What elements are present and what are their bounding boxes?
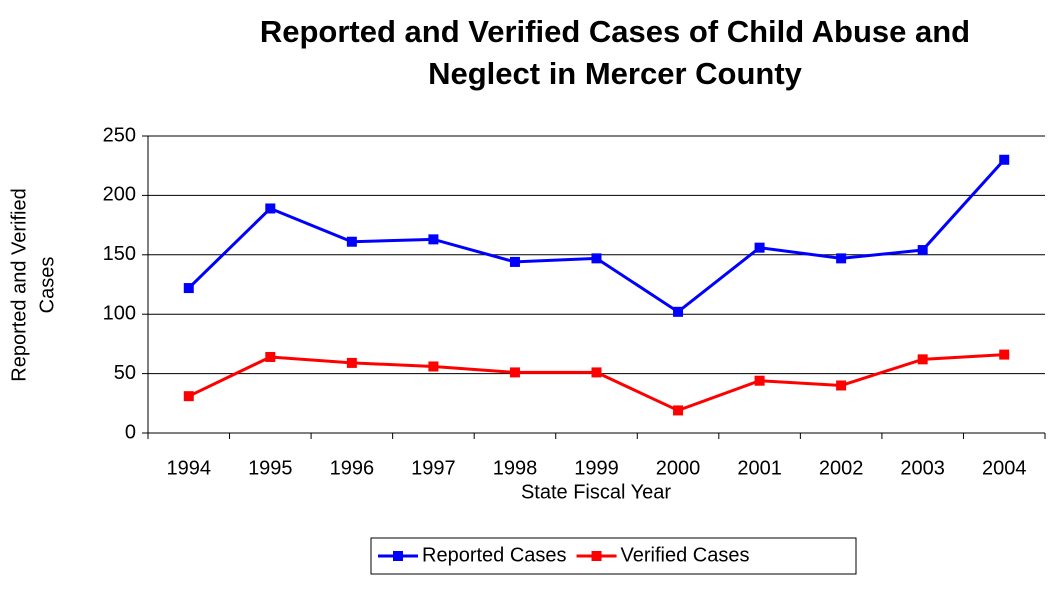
x-tick-label: 1998 bbox=[493, 457, 538, 479]
point bbox=[591, 367, 602, 378]
point bbox=[183, 391, 194, 402]
legend-label: Verified Cases bbox=[621, 544, 750, 566]
point bbox=[183, 283, 194, 294]
x-tick-label: 2000 bbox=[656, 457, 701, 479]
x-tick-label: 1995 bbox=[248, 457, 293, 479]
point bbox=[265, 203, 276, 214]
y-axis-title: Reported and Verified bbox=[8, 188, 30, 381]
chart-title: Reported and Verified Cases of Child Abu… bbox=[260, 14, 970, 49]
series-line bbox=[188, 353, 1005, 413]
y-tick-label: 50 bbox=[114, 362, 136, 384]
x-tick-label: 2003 bbox=[900, 457, 945, 479]
x-tick-label: 1994 bbox=[167, 457, 212, 479]
point bbox=[836, 380, 847, 391]
point bbox=[999, 154, 1010, 165]
point bbox=[346, 357, 357, 368]
point bbox=[673, 306, 684, 317]
point bbox=[754, 375, 765, 386]
y-tick-label: 200 bbox=[103, 184, 136, 206]
y-tick-label: 100 bbox=[103, 302, 136, 324]
point bbox=[346, 236, 357, 247]
x-tick-label: 2001 bbox=[737, 457, 782, 479]
point bbox=[917, 354, 928, 365]
x-tick-label: 2004 bbox=[982, 457, 1027, 479]
point bbox=[999, 349, 1010, 360]
point bbox=[265, 351, 276, 362]
x-tick-label: 1996 bbox=[330, 457, 375, 479]
x-tick-label: 1997 bbox=[411, 457, 456, 479]
legend-marker bbox=[393, 551, 403, 561]
point bbox=[836, 253, 847, 264]
x-tick-label: 1999 bbox=[574, 457, 619, 479]
point bbox=[591, 253, 602, 264]
chart-title: Neglect in Mercer County bbox=[428, 56, 803, 91]
x-tick-label: 2002 bbox=[819, 457, 864, 479]
series-line bbox=[187, 158, 1006, 314]
legend-marker bbox=[591, 551, 602, 561]
point bbox=[428, 234, 439, 245]
y-tick-label: 250 bbox=[103, 124, 136, 146]
point bbox=[673, 405, 684, 416]
point bbox=[917, 245, 928, 256]
y-tick-label: 150 bbox=[103, 243, 136, 265]
y-axis-title: Cases bbox=[36, 257, 58, 314]
point bbox=[754, 242, 765, 253]
y-tick-label: 0 bbox=[125, 421, 136, 443]
point bbox=[509, 367, 520, 378]
point bbox=[428, 361, 439, 372]
point bbox=[509, 256, 520, 267]
legend-label: Reported Cases bbox=[422, 544, 567, 566]
x-axis-title: State Fiscal Year bbox=[521, 481, 671, 503]
